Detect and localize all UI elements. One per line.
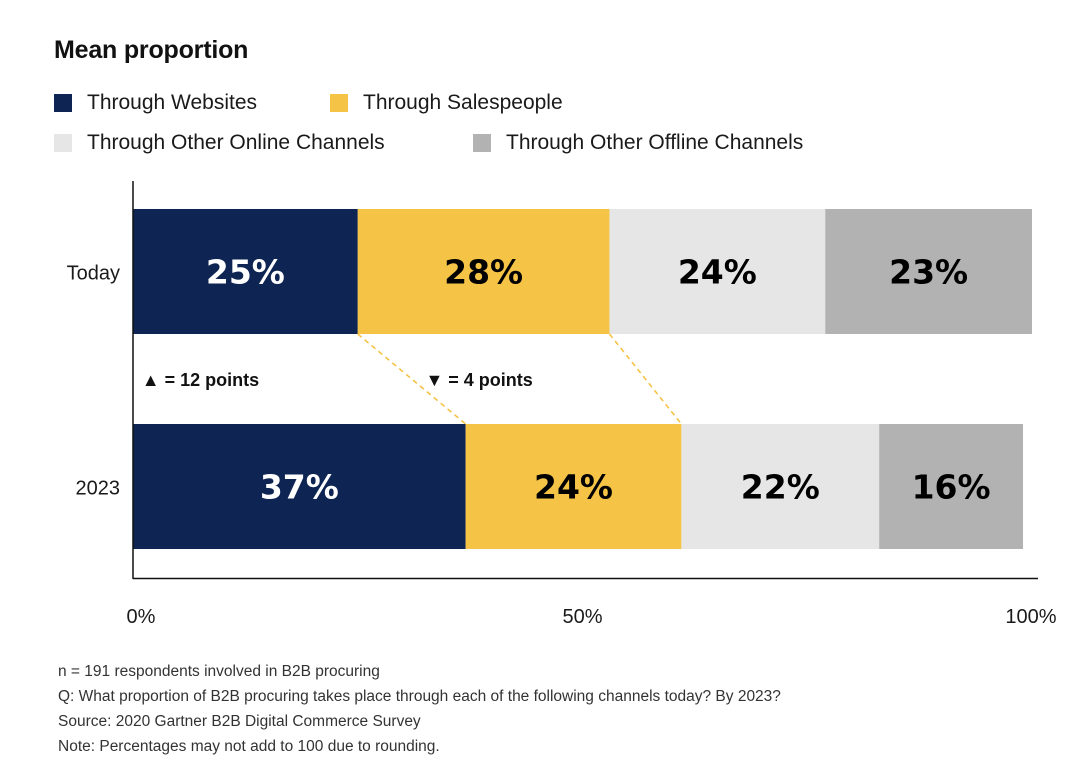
legend-item-other-online: Through Other Online Channels xyxy=(54,131,385,155)
stacked-bar-chart: 25% 28% 24% 23% Today 37% 24% 22% 16% 2023 ▲ = 12 … xyxy=(67,181,1057,628)
legend-item-websites: Through Websites xyxy=(54,91,257,115)
category-label-today: Today xyxy=(67,263,120,285)
bar-label-other-offline-today: 23% xyxy=(889,253,968,292)
legend-swatch-websites xyxy=(54,94,72,112)
legend-label-salespeople: Through Salespeople xyxy=(363,91,563,114)
footnotes: n = 191 respondents involved in B2B proc… xyxy=(58,659,781,759)
note-source: Source: 2020 Gartner B2B Digital Commerc… xyxy=(58,713,421,730)
note-sample-size: n = 191 respondents involved in B2B proc… xyxy=(58,663,380,680)
bar-other-offline-2023 xyxy=(879,424,1024,549)
down-triangle-icon: ▼ xyxy=(425,370,448,390)
legend-label-websites: Through Websites xyxy=(87,91,258,114)
x-tick-label-50: 50% xyxy=(562,606,602,628)
bar-websites-2023 xyxy=(133,424,466,549)
bar-salespeople-2023 xyxy=(465,424,682,549)
bar-label-other-online-today: 24% xyxy=(678,253,757,292)
bar-other-online-today xyxy=(609,209,826,334)
legend-swatch-salespeople xyxy=(330,94,348,112)
legend-item-salespeople: Through Salespeople xyxy=(330,91,563,115)
bar-label-websites-2023: 37% xyxy=(260,468,339,507)
bar-label-salespeople-today: 28% xyxy=(444,253,523,292)
category-label-2023: 2023 xyxy=(76,478,121,500)
bar-other-online-2023 xyxy=(681,424,880,549)
bar-label-other-online-2023: 22% xyxy=(741,468,820,507)
bar-salespeople-today xyxy=(357,209,610,334)
bar-label-salespeople-2023: 24% xyxy=(534,468,613,507)
note-question: Q: What proportion of B2B procuring take… xyxy=(58,688,781,705)
x-tick-label-0: 0% xyxy=(127,606,156,628)
connector-line-websites xyxy=(357,333,467,425)
legend-label-other-online: Through Other Online Channels xyxy=(87,131,385,154)
bar-websites-today xyxy=(133,209,358,334)
up-triangle-icon: ▲ xyxy=(142,370,165,390)
change-annotation-websites: ▲ = 12 points xyxy=(142,370,259,390)
legend-item-other-offline: Through Other Offline Channels xyxy=(473,131,803,155)
legend-label-other-offline: Through Other Offline Channels xyxy=(506,131,804,154)
legend-swatch-other-online xyxy=(54,134,72,152)
x-tick-label-100: 100% xyxy=(1005,606,1056,628)
bar-other-offline-today xyxy=(825,209,1032,334)
note-rounding: Note: Percentages may not add to 100 due… xyxy=(58,738,440,755)
legend-swatch-other-offline xyxy=(473,134,491,152)
chart-title: Mean proportion xyxy=(54,36,249,64)
bar-label-websites-today: 25% xyxy=(206,253,285,292)
change-annotation-text: = 12 points xyxy=(165,370,260,390)
connector-line-salespeople xyxy=(608,333,683,425)
change-annotation-text: = 4 points xyxy=(448,370,533,390)
bar-label-other-offline-2023: 16% xyxy=(912,468,991,507)
change-annotation-salespeople: ▼ = 4 points xyxy=(425,370,532,390)
